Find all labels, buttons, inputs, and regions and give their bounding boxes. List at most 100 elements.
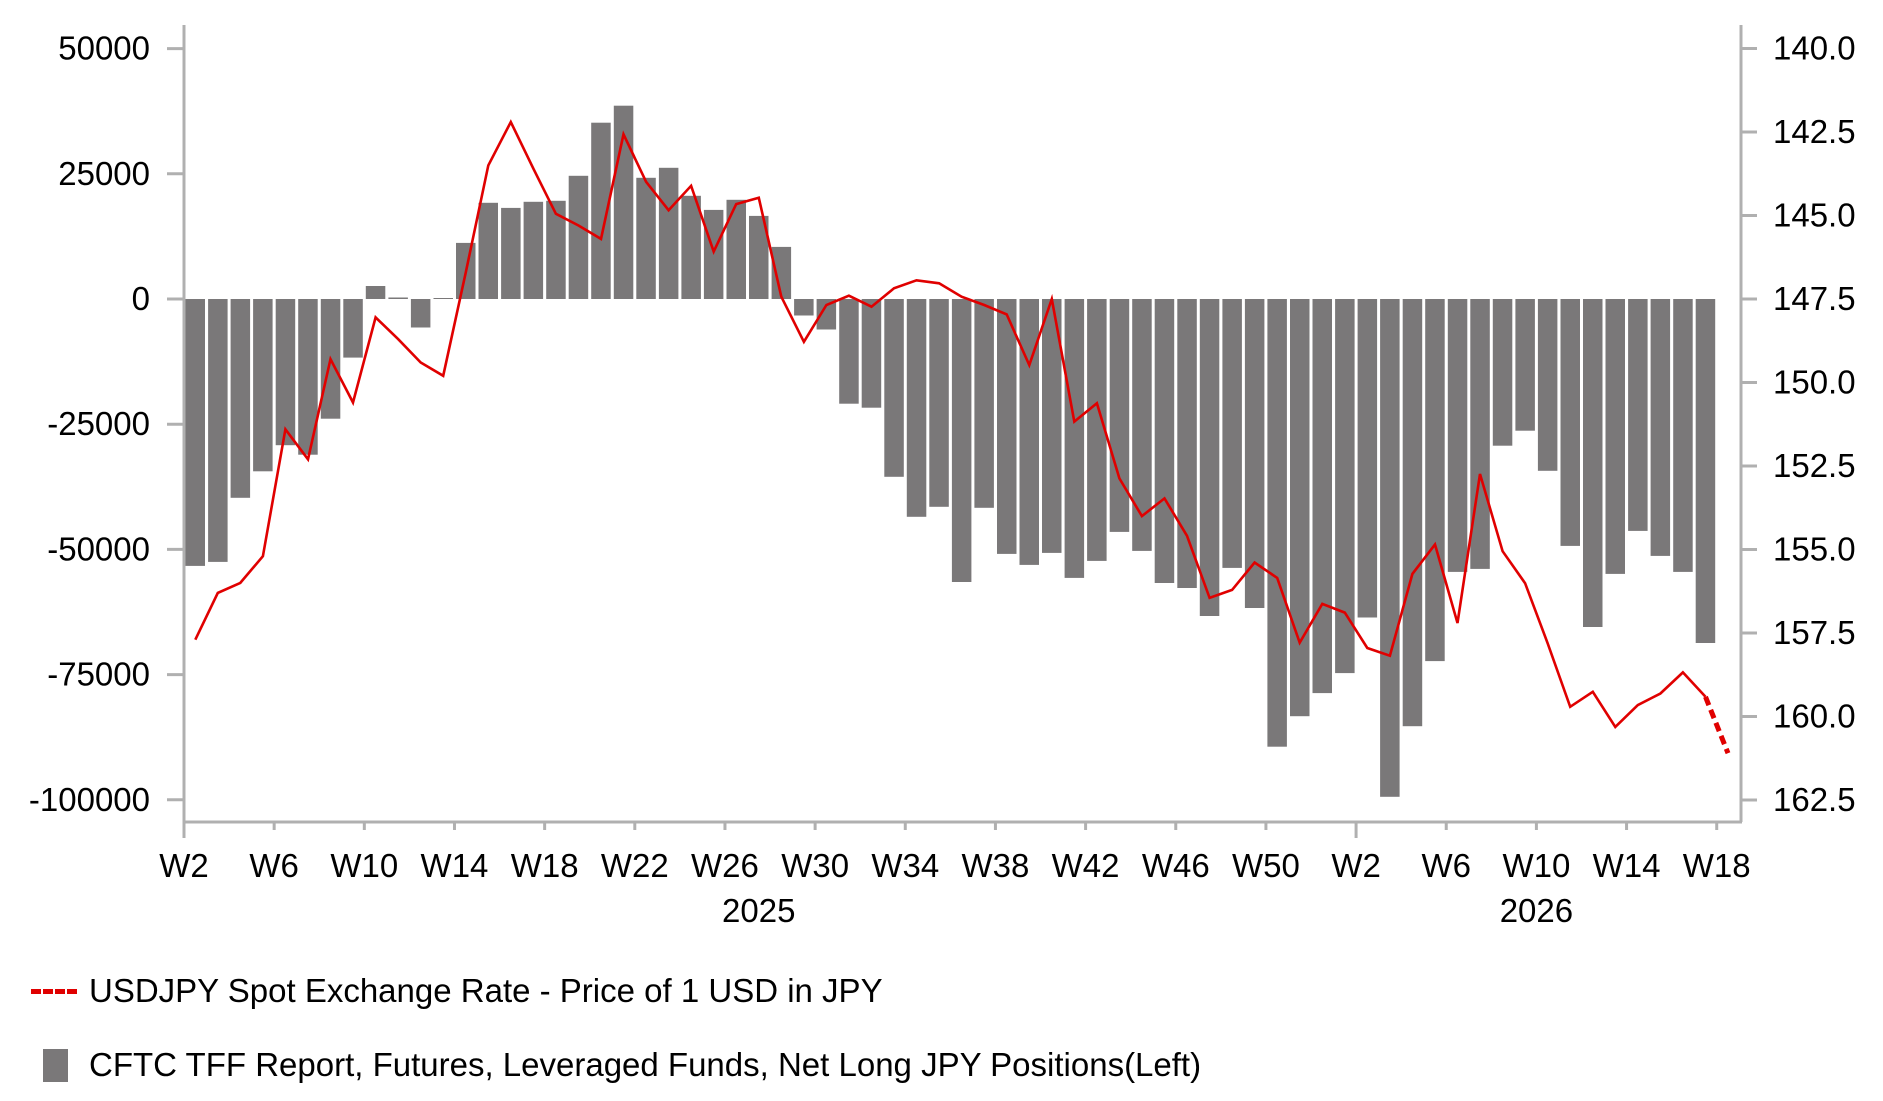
bar <box>1064 299 1085 578</box>
bar <box>1695 299 1716 643</box>
x-tick-label: W18 <box>1683 847 1751 884</box>
right-tick-label: 160.0 <box>1773 698 1856 735</box>
bar <box>636 177 656 299</box>
bar <box>1425 299 1445 662</box>
bar <box>1019 299 1039 565</box>
bar <box>1087 299 1107 561</box>
bar <box>974 299 994 508</box>
line-series <box>194 119 1731 755</box>
left-tick-label: 25000 <box>58 155 150 192</box>
x-tick-label: W30 <box>781 847 849 884</box>
bar <box>298 299 318 455</box>
bar <box>478 202 498 299</box>
chart: 50000 25000 0 -25000 -50000 -75000 -100000 140… <box>29 25 1856 929</box>
bar <box>1673 299 1693 572</box>
bar <box>546 200 566 299</box>
bar <box>771 246 792 299</box>
bar <box>1042 299 1062 553</box>
bar <box>523 201 544 299</box>
bar <box>749 215 769 299</box>
x-tick-label: W2 <box>159 847 209 884</box>
left-tick-label: -25000 <box>47 405 150 442</box>
bar <box>1402 299 1423 727</box>
bar <box>794 299 814 316</box>
bar-series <box>185 105 1716 797</box>
usdjpy-line-forecast <box>1703 695 1731 755</box>
bar <box>681 195 701 299</box>
x-tick-label: W50 <box>1232 847 1300 884</box>
left-tick-label: 50000 <box>58 30 150 67</box>
x-tick-label: W34 <box>871 847 939 884</box>
year-label: 2026 <box>1500 892 1573 929</box>
right-tick-label: 147.5 <box>1773 280 1856 317</box>
bar <box>1470 299 1490 569</box>
legend-label-usdjpy: USDJPY Spot Exchange Rate - Price of 1 U… <box>89 972 883 1009</box>
x-tick-label: W10 <box>330 847 398 884</box>
right-tick-label: 162.5 <box>1773 781 1856 818</box>
legend-item-usdjpy: USDJPY Spot Exchange Rate - Price of 1 U… <box>28 972 883 1010</box>
bar <box>1583 299 1603 627</box>
bar <box>275 299 296 446</box>
x-tick-label: W42 <box>1052 847 1120 884</box>
bar <box>1335 299 1355 674</box>
right-tick-label: 145.0 <box>1773 197 1856 234</box>
bar <box>1154 299 1175 583</box>
bar <box>1267 299 1287 747</box>
bar <box>884 299 904 477</box>
bar <box>343 299 363 358</box>
x-tick-label: W14 <box>421 847 489 884</box>
bar <box>1628 299 1648 531</box>
x-tick-label: W22 <box>601 847 669 884</box>
dashed-line-legend-icon <box>31 988 77 994</box>
right-tick-label: 157.5 <box>1773 614 1856 651</box>
bar <box>433 298 453 299</box>
x-tick-label: W2 <box>1331 847 1381 884</box>
right-tick-label: 155.0 <box>1773 531 1856 568</box>
bar <box>253 299 273 472</box>
bar <box>1537 299 1558 471</box>
x-tick-label: W26 <box>691 847 759 884</box>
bar <box>388 297 408 299</box>
bar <box>185 299 205 566</box>
bar <box>410 299 431 328</box>
bar <box>997 299 1017 554</box>
year-label: 2025 <box>722 892 795 929</box>
bar <box>726 199 746 299</box>
bar <box>1109 299 1130 532</box>
bar <box>1290 299 1310 717</box>
left-tick-label: -100000 <box>29 781 150 818</box>
bar <box>568 175 589 299</box>
bar <box>1492 299 1513 446</box>
x-tick-label: W38 <box>962 847 1030 884</box>
bar <box>1177 299 1197 588</box>
bar <box>929 299 949 507</box>
usdjpy-line <box>194 119 1707 729</box>
bar <box>1515 299 1535 431</box>
left-tick-label: -75000 <box>47 656 150 693</box>
right-axis-ticks: 140.0 142.5 145.0 147.5 150.0 152.5 155.0 157.5… <box>1741 30 1856 818</box>
bar <box>1380 299 1400 797</box>
bar <box>1222 299 1242 568</box>
right-tick-label: 150.0 <box>1773 364 1856 401</box>
bar <box>906 299 927 517</box>
bar <box>230 299 251 498</box>
bar <box>839 299 859 404</box>
bar <box>658 167 679 299</box>
bar <box>1605 299 1625 574</box>
bar <box>365 286 386 299</box>
legend-label-cftc: CFTC TFF Report, Futures, Leveraged Fund… <box>89 1046 1202 1083</box>
left-tick-label: -50000 <box>47 530 150 567</box>
x-tick-label: W14 <box>1593 847 1661 884</box>
bar <box>1199 299 1220 616</box>
bar <box>591 122 611 299</box>
left-axis-ticks: 50000 25000 0 -25000 -50000 -75000 -100000 <box>29 30 184 818</box>
x-tick-label: W6 <box>1421 847 1471 884</box>
bar <box>1132 299 1152 551</box>
x-axis-ticks: W2 W6 W10 W14 W18 W22 W26 W30 W34 W38 W42 W46 W50 W2 W… <box>159 822 1751 884</box>
right-tick-label: 140.0 <box>1773 30 1856 67</box>
legend-item-cftc: CFTC TFF Report, Futures, Leveraged Fund… <box>28 1046 1201 1084</box>
right-tick-label: 142.5 <box>1773 113 1856 150</box>
bar <box>1650 299 1671 556</box>
year-labels: 2025 2026 <box>722 892 1573 929</box>
right-tick-label: 152.5 <box>1773 447 1856 484</box>
